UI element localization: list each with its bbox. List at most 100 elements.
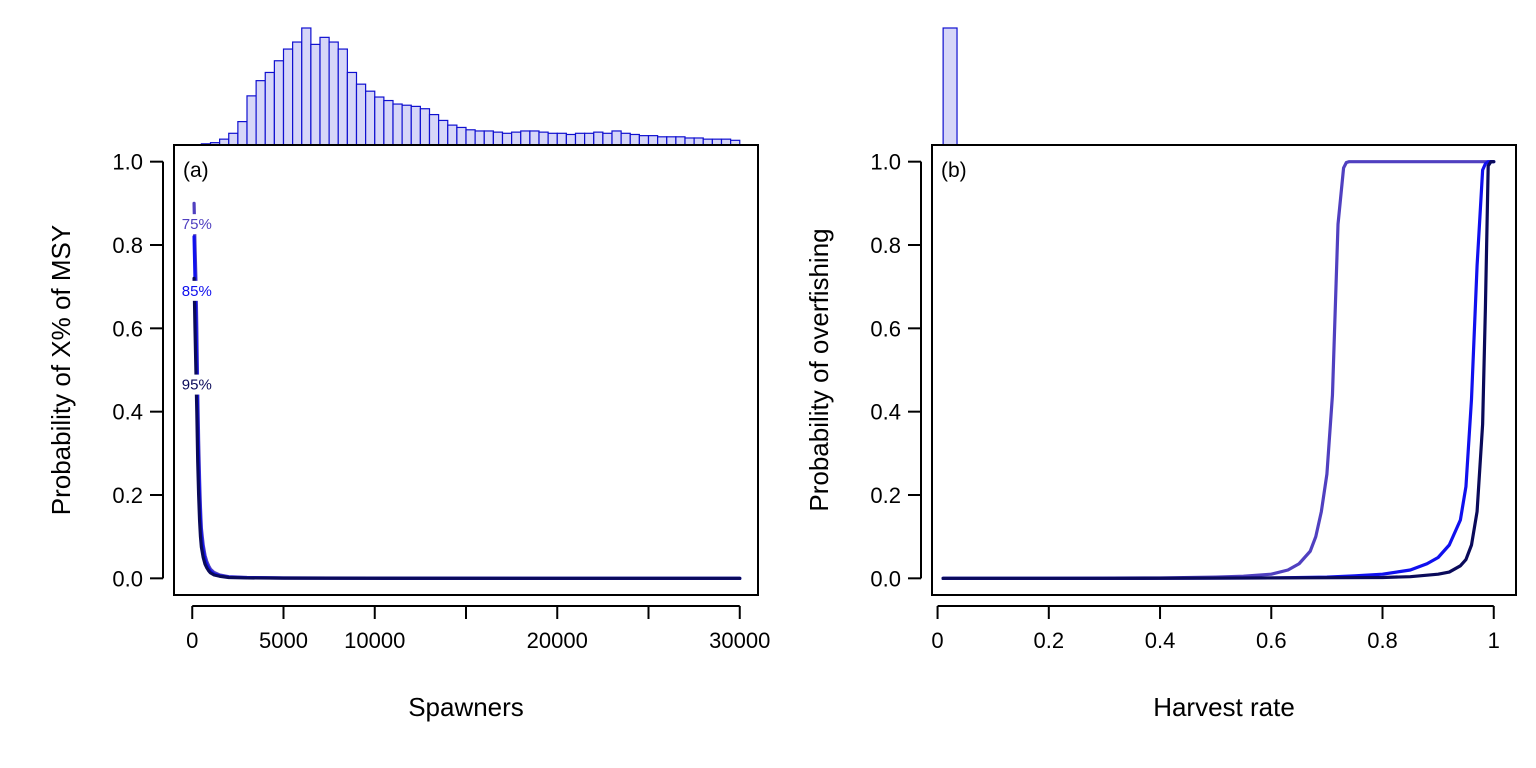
histogram-bar <box>328 41 339 146</box>
histogram-bar <box>392 103 403 146</box>
histogram-bar <box>447 124 458 146</box>
series-line-1 <box>941 160 1496 580</box>
axes-b: 0 0.2 0.4 0.6 0.8 1 0.0 0.2 0.4 0.6 0.8 1.0 <box>870 150 1499 653</box>
histogram-bar <box>401 104 412 146</box>
histogram-bar <box>346 71 358 146</box>
marginal-histogram-b <box>942 27 958 146</box>
histogram-bar <box>520 130 531 146</box>
x-tick-label: 30000 <box>709 628 770 653</box>
y-tick-label: 0.0 <box>870 566 901 591</box>
histogram-bar <box>675 136 686 146</box>
histogram-bar <box>255 80 266 146</box>
y-tick-label: 0.6 <box>112 316 143 341</box>
histogram-bar <box>428 113 440 146</box>
histogram-bar <box>264 71 275 146</box>
curves-a <box>192 201 742 580</box>
panel-tag-a: (a) <box>183 159 209 182</box>
histogram-bar <box>538 131 549 146</box>
histogram-bar <box>301 27 312 146</box>
histogram-bar <box>942 27 958 146</box>
histogram-bar <box>246 95 257 146</box>
y-tick-label: 0.2 <box>870 483 901 508</box>
histogram-bar <box>419 108 431 146</box>
histogram-bar <box>647 135 659 146</box>
x-tick-label: 1 <box>1488 628 1500 653</box>
x-tick-label: 0.6 <box>1256 628 1287 653</box>
histogram-bar <box>273 60 285 146</box>
histogram-bar <box>657 136 668 146</box>
curve-label-bg <box>177 280 216 301</box>
curve-label-bg <box>177 374 216 395</box>
histogram-bar <box>355 83 367 146</box>
series-line-1 <box>192 201 742 580</box>
histogram-bar <box>501 132 513 146</box>
histogram-bar <box>228 132 239 146</box>
y-axis-title-a: Probability of X% of MSY <box>46 225 76 515</box>
series-line-3 <box>192 276 742 580</box>
histogram-bar <box>483 130 494 146</box>
histogram-bar <box>638 135 650 146</box>
histogram-bar <box>410 105 421 146</box>
x-axis-title-a: Spawners <box>408 692 524 722</box>
histogram-bar <box>292 41 303 146</box>
histogram-bar <box>556 132 567 146</box>
y-tick-label: 0.6 <box>870 316 901 341</box>
histogram-bar <box>565 133 577 146</box>
histogram-bar <box>620 132 631 146</box>
y-tick-label: 0.8 <box>112 233 143 258</box>
histogram-bar <box>282 48 294 146</box>
plot-frame-a <box>173 144 759 596</box>
histogram-bar <box>593 131 604 146</box>
curves-b <box>941 160 1496 580</box>
histogram-bar <box>511 131 522 146</box>
histogram-bar <box>629 133 640 146</box>
y-tick-label: 0.0 <box>112 566 143 591</box>
histogram-bar <box>574 132 586 146</box>
series-line-2 <box>941 160 1496 580</box>
histogram-bar <box>684 137 695 146</box>
axes-a: 0 5000 10000 20000 30000 0.0 0.2 0.4 0.6 0.8 1.0 <box>112 150 770 653</box>
panel-a: 75%85%95% 0 5000 10000 20000 300000.00.20.40… <box>46 27 770 722</box>
histogram-bar <box>611 130 622 146</box>
x-tick-label: 0.4 <box>1145 628 1176 653</box>
x-axis-title-b: Harvest rate <box>1153 692 1295 722</box>
x-tick-label: 0.8 <box>1367 628 1398 653</box>
histogram-bar <box>584 132 595 146</box>
y-tick-label: 1.0 <box>870 150 901 175</box>
histogram-bar <box>547 132 558 146</box>
curve-labels-a: 75% 85% 95% <box>177 214 216 395</box>
plot-frame-b <box>931 144 1517 596</box>
histogram-bar <box>529 130 540 146</box>
panel-b: 0 0.2 0.4 0.6 0.8 1 0.0 0.2 0.4 0.6 0.8 1.0 (b) Har… <box>804 27 1517 722</box>
curve-label: 75% <box>182 216 212 233</box>
y-tick-label: 0.4 <box>112 400 143 425</box>
y-tick-label: 0.2 <box>112 483 143 508</box>
y-axis-title-b: Probability of overfishing <box>804 228 834 511</box>
x-tick-label: 0.2 <box>1034 628 1065 653</box>
x-tick-label: 0 <box>186 628 198 653</box>
histogram-bar <box>474 130 485 146</box>
histogram-bar <box>337 48 348 146</box>
curve-label: 95% <box>182 377 212 394</box>
y-tick-label: 0.8 <box>870 233 901 258</box>
histogram-bar <box>365 90 376 146</box>
histogram-bar <box>383 99 394 146</box>
x-tick-label: 10000 <box>344 628 405 653</box>
x-tick-label: 0 <box>931 628 943 653</box>
x-tick-label: 5000 <box>259 628 308 653</box>
histogram-bar <box>693 137 704 146</box>
panel-tag-b: (b) <box>941 159 967 182</box>
series-line-3 <box>941 160 1496 580</box>
histogram-bar <box>492 131 504 146</box>
histogram-bar <box>310 43 321 146</box>
y-tick-label: 0.4 <box>870 400 901 425</box>
histogram-bar <box>237 120 248 146</box>
y-tick-label: 1.0 <box>112 150 143 175</box>
histogram-bar <box>456 126 467 146</box>
marginal-histogram-a <box>200 27 741 146</box>
histogram-bar <box>374 96 385 146</box>
histogram-bar <box>438 119 449 146</box>
histogram-bar <box>666 136 677 146</box>
x-tick-label: 20000 <box>527 628 588 653</box>
